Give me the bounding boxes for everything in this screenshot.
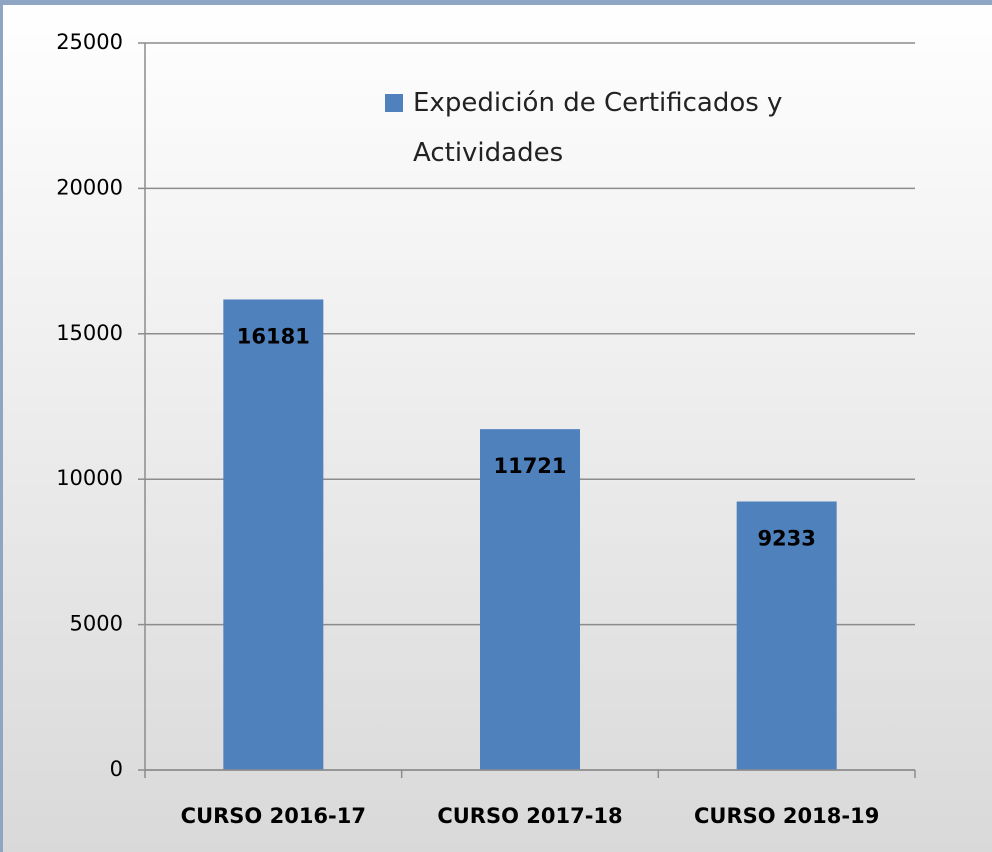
bar bbox=[480, 429, 580, 770]
legend: Expedición de Certificados y Actividades bbox=[385, 78, 855, 178]
x-tick-label: CURSO 2017-18 bbox=[437, 804, 622, 828]
x-tick-label: CURSO 2016-17 bbox=[181, 804, 366, 828]
bar bbox=[223, 299, 324, 770]
y-tick-label: 10000 bbox=[56, 466, 123, 490]
y-tick-label: 5000 bbox=[70, 612, 123, 636]
plot: 0 5000 10000 15000 20000 25000 CURSO 2016-17 16… bbox=[56, 30, 916, 828]
data-label: 11721 bbox=[493, 454, 566, 478]
data-label: 9233 bbox=[757, 527, 815, 551]
frame-left bbox=[0, 0, 3, 852]
x-tick-label: CURSO 2018-19 bbox=[694, 804, 879, 828]
y-tick-label: 25000 bbox=[56, 30, 123, 54]
bar bbox=[736, 501, 837, 770]
data-label: 16181 bbox=[237, 324, 310, 348]
legend-swatch bbox=[385, 94, 403, 112]
y-tick-label: 15000 bbox=[56, 321, 123, 345]
y-tick-label: 20000 bbox=[56, 175, 123, 199]
legend-label: Expedición de Certificados y Actividades bbox=[413, 88, 783, 168]
frame-top bbox=[0, 0, 992, 5]
y-tick-label: 0 bbox=[110, 757, 123, 781]
